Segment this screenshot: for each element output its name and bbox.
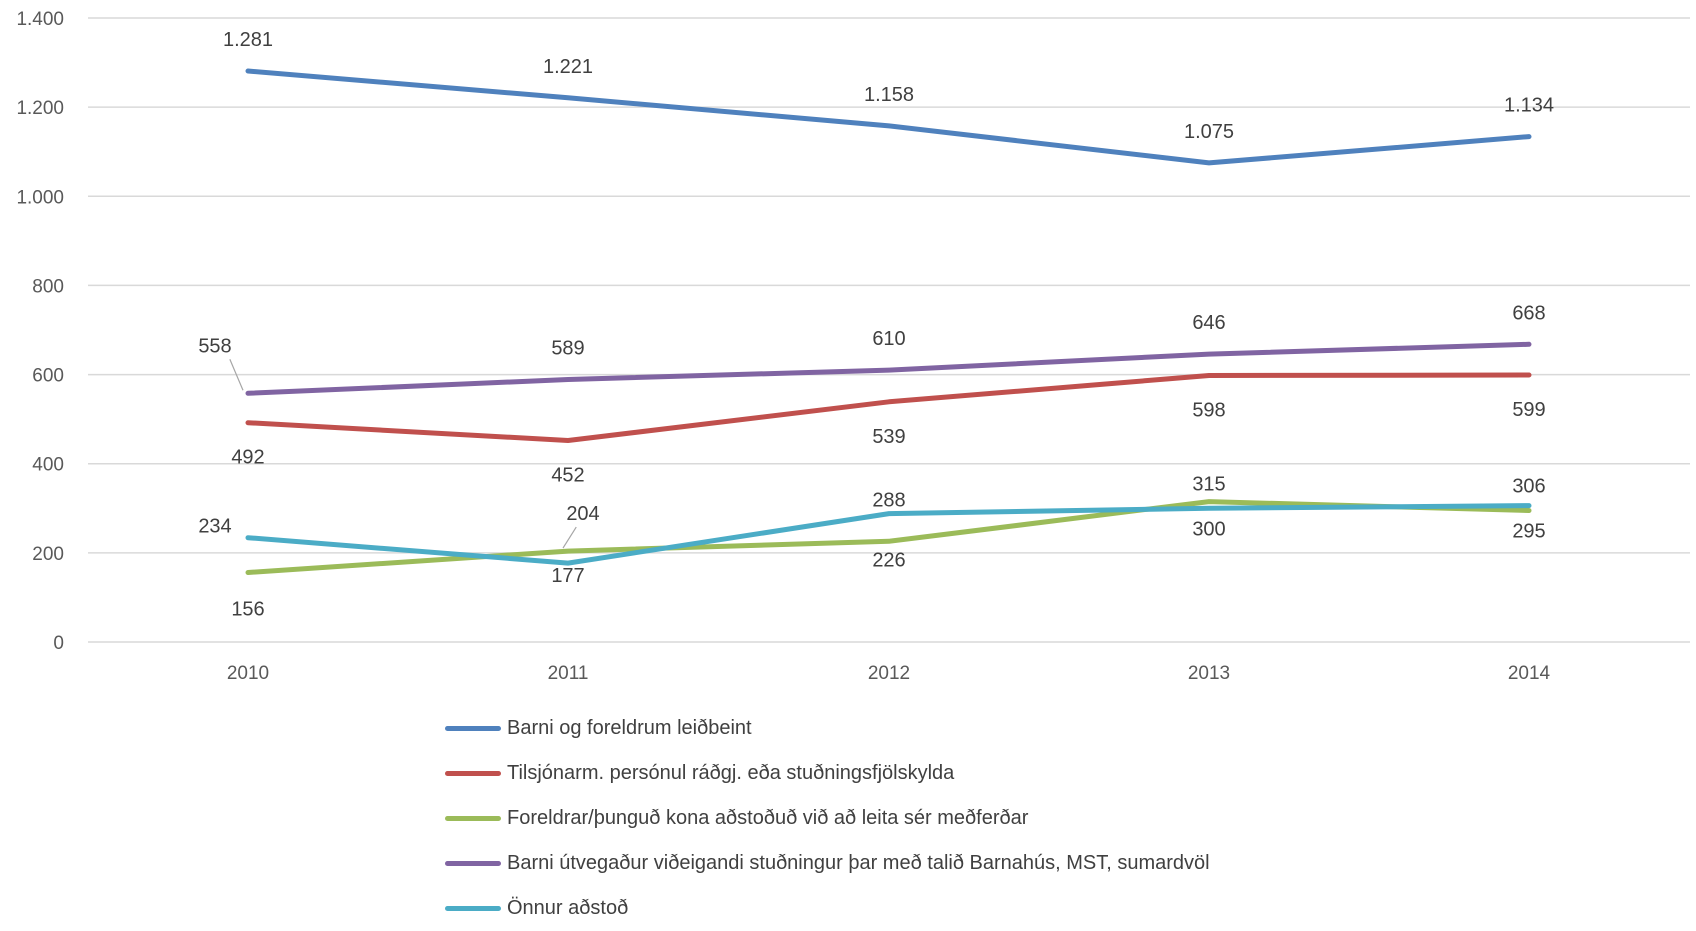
data-label: 558 (198, 335, 231, 357)
data-labels: 1.281 1.221 1.158 1.075 1.134 492 452 539 598 599… (198, 29, 1554, 620)
leader-lines (229, 359, 577, 549)
y-tick-label: 800 (32, 276, 64, 297)
series-line (245, 341, 1532, 396)
series-line (245, 499, 1532, 575)
data-label: 295 (1512, 521, 1545, 543)
legend-item: Barni útvegaður viðeigandi stuðningur þa… (445, 841, 1210, 886)
data-label: 226 (872, 549, 905, 571)
data-label: 1.281 (223, 29, 273, 51)
data-label: 306 (1512, 476, 1545, 498)
x-tick-label: 2011 (548, 663, 589, 684)
y-tick-label: 0 (53, 633, 64, 654)
data-label: 1.075 (1184, 121, 1234, 143)
data-label: 177 (551, 565, 584, 587)
y-tick-label: 1.200 (16, 98, 64, 119)
y-tick-label: 600 (32, 366, 64, 387)
data-label: 598 (1192, 399, 1225, 421)
x-tick-label: 2012 (868, 663, 910, 684)
legend-item: Önnur aðstoð (445, 886, 1210, 931)
legend: Barni og foreldrum leiðbeint Tilsjónarm. … (445, 706, 1210, 931)
legend-label: Önnur aðstoð (507, 897, 629, 919)
data-label: 646 (1192, 312, 1225, 334)
data-label: 539 (872, 426, 905, 448)
data-label: 452 (551, 465, 584, 487)
data-label: 610 (872, 328, 905, 350)
y-tick-label: 1.000 (16, 187, 64, 208)
legend-swatch (445, 816, 501, 821)
legend-label: Barni útvegaður viðeigandi stuðningur þa… (507, 852, 1210, 874)
legend-swatch (445, 861, 501, 866)
legend-item: Foreldrar/þunguð kona aðstoðuð við að le… (445, 796, 1210, 841)
series-lines (245, 68, 1532, 575)
x-tick-label: 2014 (1508, 663, 1551, 684)
data-label: 589 (551, 337, 584, 359)
series-line (245, 68, 1532, 166)
data-label: 300 (1192, 518, 1225, 540)
y-axis-ticks: 0 200 400 600 800 1.000 1.200 1.400 (16, 9, 64, 654)
data-label: 315 (1192, 474, 1225, 496)
data-label: 234 (198, 516, 231, 538)
x-axis-ticks: 2010 2011 2012 2013 2014 (227, 663, 1551, 684)
legend-label: Tilsjónarm. persónul ráðgj. eða stuðning… (507, 762, 955, 784)
legend-swatch (445, 906, 501, 911)
leader-line (562, 526, 577, 549)
legend-item: Tilsjónarm. persónul ráðgj. eða stuðning… (445, 751, 1210, 796)
y-tick-label: 200 (32, 544, 64, 565)
y-tick-label: 1.400 (16, 9, 64, 30)
legend-label: Barni og foreldrum leiðbeint (507, 717, 752, 739)
x-tick-label: 2013 (1188, 663, 1230, 684)
data-label: 288 (872, 490, 905, 512)
legend-swatch (445, 771, 501, 776)
data-label: 1.158 (864, 84, 914, 106)
y-tick-label: 400 (32, 455, 64, 476)
leader-line (229, 359, 244, 391)
legend-label: Foreldrar/þunguð kona aðstoðuð við að le… (507, 807, 1029, 829)
data-label: 599 (1512, 399, 1545, 421)
series-line (245, 503, 1532, 566)
series-line (245, 372, 1532, 443)
legend-item: Barni og foreldrum leiðbeint (445, 706, 1210, 751)
data-label: 1.134 (1504, 95, 1554, 117)
x-tick-label: 2010 (227, 663, 269, 684)
gridlines (88, 17, 1690, 643)
data-label: 204 (566, 503, 599, 525)
data-label: 668 (1512, 302, 1545, 324)
data-label: 156 (231, 598, 264, 620)
data-label: 492 (231, 447, 264, 469)
data-label: 1.221 (543, 56, 593, 78)
legend-swatch (445, 726, 501, 731)
